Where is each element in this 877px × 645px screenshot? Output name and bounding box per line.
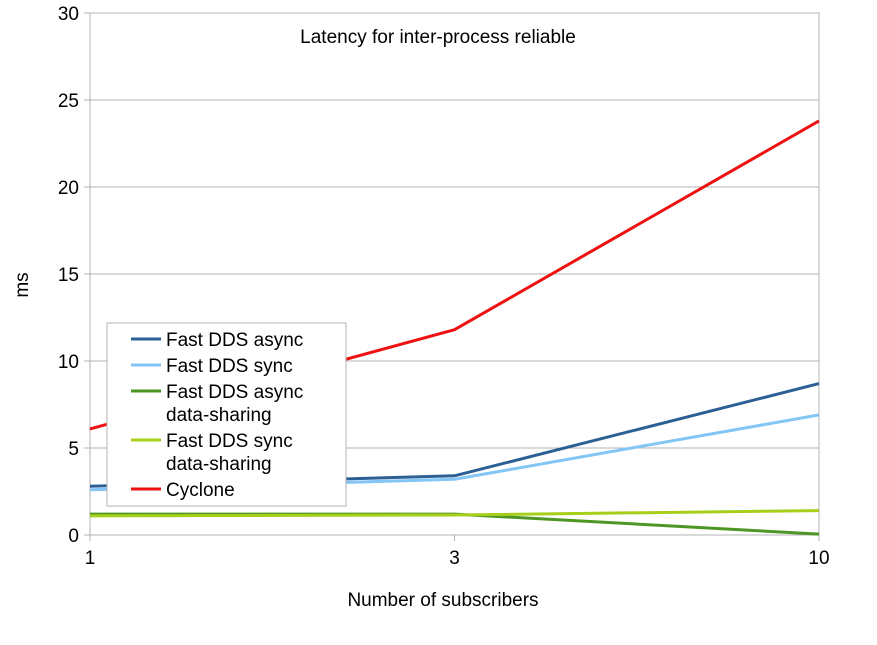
y-tick-label-30: 30	[58, 4, 79, 25]
y-tick-label-25: 25	[58, 91, 79, 112]
y-tick-label-20: 20	[58, 178, 79, 199]
legend-label-fast-dds-sync: Fast DDS sync	[166, 356, 293, 377]
y-tick-label-0: 0	[68, 526, 79, 547]
y-axis-title: ms	[12, 272, 33, 297]
chart-title: Latency for inter-process reliable	[300, 27, 576, 48]
legend-label-fast-dds-sync-data-sharing: Fast DDS sync	[166, 431, 293, 452]
y-tick-label-5: 5	[68, 439, 79, 460]
legend-label-cyclone: Cyclone	[166, 480, 235, 501]
legend-label-fast-dds-sync-data-sharing-line-2: data-sharing	[166, 454, 272, 475]
x-tick-label-1: 1	[85, 548, 96, 569]
series-line-fast-dds-sync-data-sharing	[89, 509, 820, 518]
y-tick-label-15: 15	[58, 265, 79, 286]
y-tick-label-10: 10	[58, 352, 79, 373]
x-axis-title: Number of subscribers	[347, 590, 538, 611]
legend-label-fast-dds-async: Fast DDS async	[166, 330, 303, 351]
x-tick-label-10: 10	[808, 548, 829, 569]
x-tick-label-3: 3	[449, 548, 460, 569]
y-axis-tick-labels: 0 5 10 15 20 25 30	[58, 4, 79, 547]
legend-box	[106, 322, 347, 507]
legend-label-fast-dds-async-data-sharing-line-2: data-sharing	[166, 405, 272, 426]
legend: Fast DDS async Fast DDS sync Fast DDS asyn…	[106, 322, 347, 507]
legend-label-fast-dds-async-data-sharing: Fast DDS async	[166, 382, 303, 403]
x-axis-tick-labels: 1 3 10	[85, 535, 830, 569]
